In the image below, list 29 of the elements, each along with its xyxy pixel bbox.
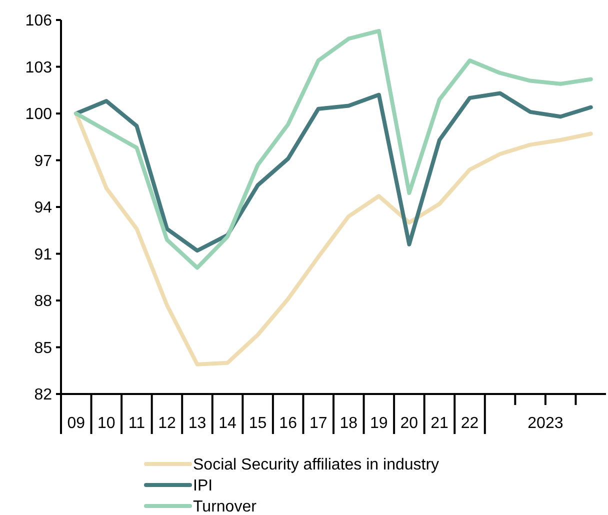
legend-label: Turnover	[193, 498, 258, 515]
x-tick-label: 21	[430, 415, 448, 432]
x-tick-label: 17	[309, 415, 328, 432]
y-tick-label: 103	[25, 59, 52, 76]
y-tick-label: 85	[34, 340, 52, 357]
x-tick-label: 14	[218, 415, 237, 432]
y-tick-label: 100	[25, 106, 52, 124]
legend-label: Social Security affiliates in industry	[193, 456, 440, 474]
x-tick-label: 16	[279, 415, 298, 432]
y-tick-label: 94	[34, 200, 52, 217]
legend-label: IPI	[193, 478, 213, 495]
x-tick-label: 15	[248, 415, 267, 432]
x-tick-label: 18	[340, 415, 358, 432]
y-tick-label: 88	[34, 293, 52, 310]
x-tick-label: 22	[460, 415, 479, 432]
y-tick-label: 82	[34, 386, 52, 404]
x-tick-label: 20	[400, 415, 418, 432]
x-tick-label: 11	[128, 415, 146, 432]
x-tick-label: 10	[98, 415, 116, 432]
x-tick-label: 09	[67, 415, 86, 432]
y-tick-label: 106	[25, 12, 52, 30]
x-tick-label: 13	[188, 415, 206, 432]
y-tick-label: 91	[34, 246, 52, 264]
line-series	[74, 28, 593, 270]
x-tick-label: 12	[158, 415, 176, 432]
line-series	[74, 91, 593, 253]
text: 2023	[528, 415, 564, 432]
x-tick-label: 19	[370, 415, 388, 432]
y-tick-label: 97	[34, 152, 52, 170]
